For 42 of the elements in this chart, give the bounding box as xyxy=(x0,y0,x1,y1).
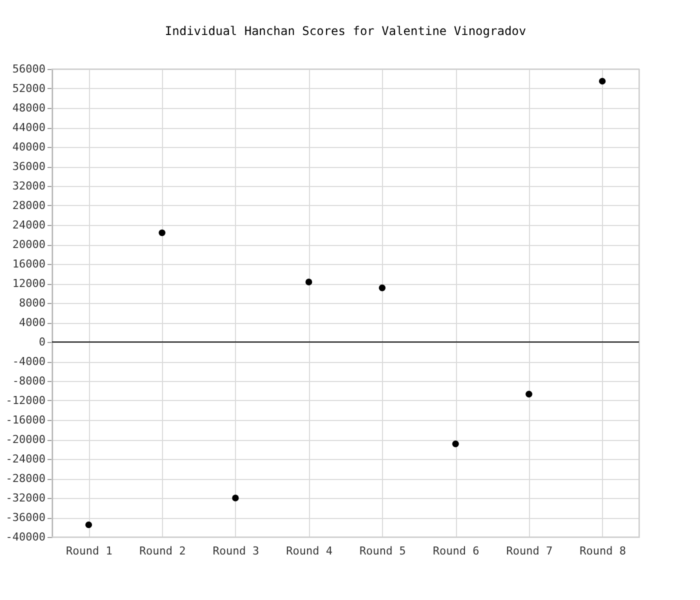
x-tick-label: Round 6 xyxy=(432,544,480,558)
y-tick-label: -36000 xyxy=(6,511,46,524)
y-tick-label: -32000 xyxy=(6,492,46,504)
point xyxy=(378,284,386,292)
x-tick-label: Round 2 xyxy=(139,544,186,558)
y-tick-label: -8000 xyxy=(12,374,46,388)
y-tick-label: 40000 xyxy=(12,140,46,154)
y-tick-label: 36000 xyxy=(12,160,46,173)
y-tick-label: -16000 xyxy=(6,414,46,426)
point xyxy=(305,278,312,286)
point xyxy=(158,229,166,236)
y-tick-label: 48000 xyxy=(12,102,46,114)
x-tick-label: Round 7 xyxy=(506,544,553,558)
y-tick-label: 28000 xyxy=(12,199,46,212)
x-tick-label: Round 3 xyxy=(212,544,260,558)
y-tick-label: 0 xyxy=(38,336,46,348)
y-tick-label: 32000 xyxy=(12,180,46,192)
point xyxy=(598,78,606,85)
y-tick-label: 16000 xyxy=(12,258,46,270)
y-tick-label: 20000 xyxy=(12,238,46,251)
chart-title: Individual Hanchan Scores for Valentine Vinogradov xyxy=(164,24,526,38)
y-tick-label: -24000 xyxy=(6,452,46,466)
y-tick-label: -20000 xyxy=(6,433,46,446)
y-tick-label: 4000 xyxy=(19,316,46,329)
point xyxy=(452,440,459,448)
x-tick-label: Round 4 xyxy=(286,544,333,558)
y-tick-label: 44000 xyxy=(12,121,46,134)
y-tick-label: -28000 xyxy=(6,472,46,485)
y-tick-label: -4000 xyxy=(12,355,46,368)
x-tick-label: Round 1 xyxy=(66,544,112,558)
y-tick-label: 8000 xyxy=(19,296,46,310)
point xyxy=(85,521,92,528)
x-tick-label: Round 8 xyxy=(580,544,626,558)
y-tick-label: 52000 xyxy=(12,82,46,95)
y-tick-label: -40000 xyxy=(6,530,46,544)
y-tick-label: 24000 xyxy=(12,218,46,232)
y-tick-label: -12000 xyxy=(6,394,46,407)
y-tick-label: 12000 xyxy=(12,277,46,290)
point xyxy=(232,494,239,502)
y-tick-label: 56000 xyxy=(12,62,46,76)
point xyxy=(526,390,532,398)
x-tick-label: Round 5 xyxy=(360,544,406,558)
